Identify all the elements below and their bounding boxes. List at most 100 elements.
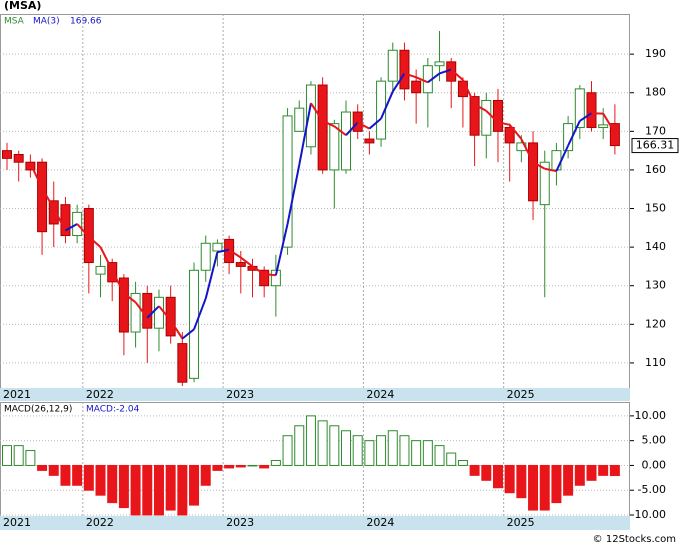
candle-body [330, 124, 339, 170]
macd-bar [61, 465, 70, 485]
macd-bar [353, 436, 362, 466]
macd-bar [575, 465, 584, 485]
x-tick-label: 2024 [366, 516, 394, 529]
y-tick-label: 120 [645, 317, 666, 330]
macd-bar [225, 465, 234, 467]
macd-bar [447, 453, 456, 465]
candle-body [587, 93, 596, 128]
candle-body [388, 50, 397, 81]
y-tick-label: -10.00 [631, 508, 666, 521]
macd-bar [178, 465, 187, 515]
y-tick-label: 110 [645, 356, 666, 369]
macd-bar [236, 465, 245, 466]
candle-body [236, 263, 245, 267]
candle-body [400, 50, 409, 89]
candle-body [412, 81, 421, 93]
macd-bar [49, 465, 58, 475]
x-tick-label: 2023 [226, 388, 254, 401]
candle-body [318, 85, 327, 170]
candle-body [295, 108, 304, 131]
macd-bar [38, 465, 47, 470]
y-tick-label: 150 [645, 202, 666, 215]
x-tick-label: 2025 [507, 516, 535, 529]
macd-bar [318, 421, 327, 466]
macd-bar [505, 465, 514, 492]
y-tick-label: 160 [645, 163, 666, 176]
macd-bar [365, 441, 374, 466]
macd-bar [260, 465, 269, 467]
x-tick-label: 2021 [3, 388, 31, 401]
macd-bar [470, 465, 479, 475]
macd-bar [493, 465, 502, 487]
x-tick-label: 2021 [3, 516, 31, 529]
x-tick-label: 2025 [507, 388, 535, 401]
legend-ma: MA(3) [33, 17, 60, 27]
macd-bar [564, 465, 573, 495]
candle-body [154, 297, 163, 328]
macd-bar [26, 451, 35, 466]
macd-bar [84, 465, 93, 490]
macd-bar [96, 465, 105, 495]
y-tick-label: 5.00 [642, 434, 667, 447]
macd-bar [14, 446, 23, 466]
macd-bar [295, 426, 304, 466]
y-tick-label: 140 [645, 240, 666, 253]
legend-price: MSA [4, 17, 25, 27]
legend-ma-value: 169.66 [70, 17, 102, 27]
candle-body [342, 112, 351, 170]
macd-bar [190, 465, 199, 505]
macd-bar [388, 431, 397, 466]
macd-bar [3, 446, 12, 466]
chart-title: (MSA) [4, 0, 41, 12]
candle-body [190, 270, 199, 378]
candle-body [96, 266, 105, 274]
macd-bar [458, 460, 467, 465]
macd-bar [529, 465, 538, 510]
macd-bar [271, 460, 280, 465]
candle-body [143, 293, 152, 328]
y-tick-label: 10.00 [635, 409, 667, 422]
candle-body [38, 162, 47, 231]
candle-body [178, 344, 187, 383]
y-tick-label: 130 [645, 279, 666, 292]
y-tick-label: -5.00 [638, 483, 666, 496]
macd-bar [423, 441, 432, 466]
macd-bar [166, 465, 175, 510]
macd-bar [400, 436, 409, 466]
candle-body [493, 100, 502, 131]
macd-bar [482, 465, 491, 480]
macd-bar [435, 446, 444, 466]
macd-bar [330, 426, 339, 466]
last-price: 166.31 [636, 139, 675, 152]
x-tick-label: 2022 [86, 388, 114, 401]
candle-body [435, 62, 444, 66]
macd-bar [342, 431, 351, 466]
macd-bar [201, 465, 210, 485]
macd-bar [377, 436, 386, 466]
macd-legend: MACD(26,12,9) [4, 405, 72, 415]
macd-bar [154, 465, 163, 515]
macd-bar [213, 465, 222, 470]
candle-body [599, 125, 608, 128]
candle-body [14, 154, 23, 162]
macd-bar [73, 465, 82, 485]
candle-body [201, 243, 210, 270]
x-tick-label: 2022 [86, 516, 114, 529]
macd-bar [283, 436, 292, 466]
macd-bar [131, 465, 140, 515]
candle-body [365, 139, 374, 143]
y-tick-label: 180 [645, 86, 666, 99]
macd-bar [540, 465, 549, 510]
x-tick-label: 2024 [366, 388, 394, 401]
ma-segment [264, 274, 276, 275]
y-tick-label: 170 [645, 124, 666, 137]
x-tick-label: 2023 [226, 516, 254, 529]
macd-bar [587, 465, 596, 480]
candle-body [61, 205, 70, 236]
macd-bar [610, 465, 619, 475]
candle-body [458, 81, 467, 96]
macd-value: MACD:-2.04 [86, 405, 140, 415]
macd-bar [119, 465, 128, 507]
